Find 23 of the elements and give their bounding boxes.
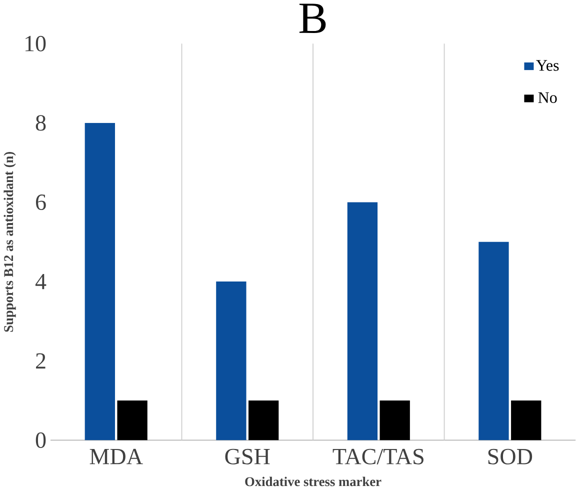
y-tick-label: 0 xyxy=(36,432,46,448)
y-tick-label: 8 xyxy=(36,115,46,131)
bar xyxy=(478,242,509,440)
bar xyxy=(84,122,116,440)
bar xyxy=(380,400,410,440)
y-tick-label: 2 xyxy=(36,353,46,369)
x-axis-title: Oxidative stress marker xyxy=(245,476,382,486)
bar xyxy=(347,202,378,440)
legend-label: No xyxy=(538,92,557,104)
bar xyxy=(216,282,246,440)
x-tick-label: TAC/TAS xyxy=(332,448,424,464)
y-tick-label: 4 xyxy=(35,274,46,290)
y-tick-label: 10 xyxy=(25,36,46,52)
bar xyxy=(511,400,542,440)
chart-title: B xyxy=(299,4,326,34)
bar xyxy=(248,400,279,440)
x-tick-label: SOD xyxy=(488,448,532,464)
y-axis-title: Supports B12 as antioxidant (n) xyxy=(4,152,16,332)
legend-label: Yes xyxy=(536,60,559,71)
x-tick-label: MDA xyxy=(90,448,143,464)
y-tick-label: 6 xyxy=(36,194,46,210)
x-tick-label: GSH xyxy=(225,448,270,464)
bar xyxy=(117,400,148,440)
